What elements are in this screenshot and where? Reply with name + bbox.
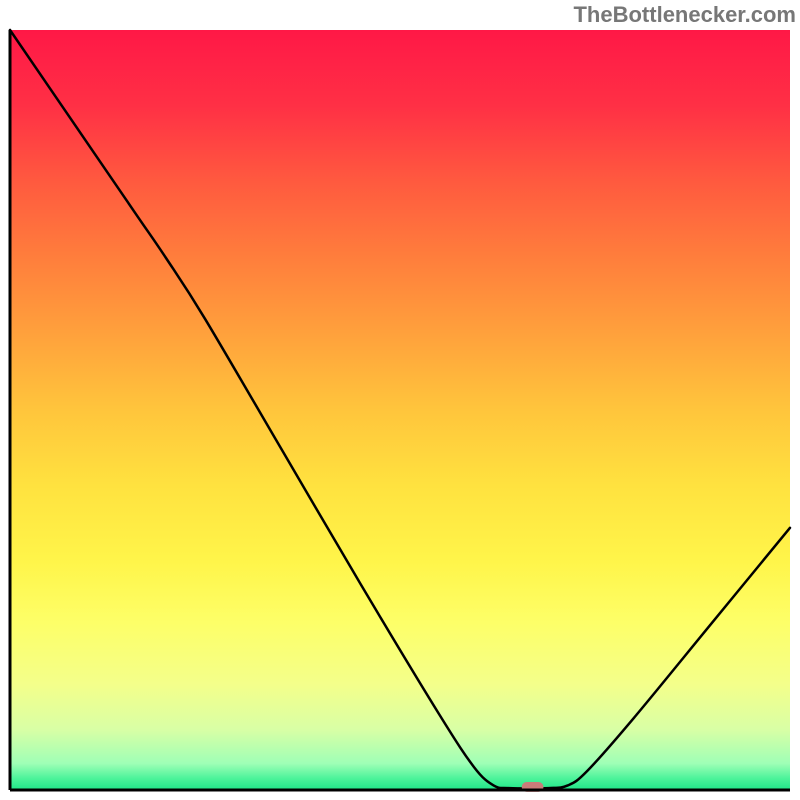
bottleneck-chart: [0, 0, 800, 800]
chart-background: [10, 30, 790, 790]
chart-container: TheBottlenecker.com: [0, 0, 800, 800]
watermark-text: TheBottlenecker.com: [573, 0, 800, 28]
